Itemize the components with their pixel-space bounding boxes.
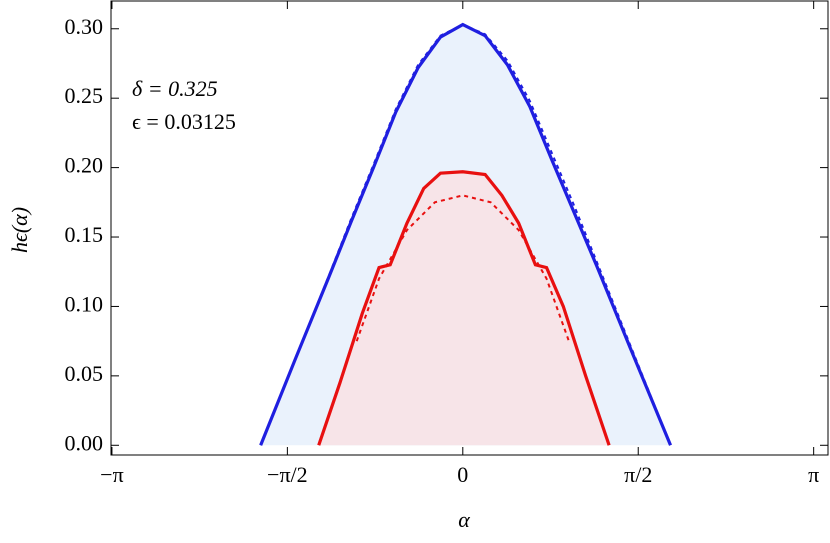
annotation: ϵ = 0.03125 <box>132 109 236 134</box>
y-tick-label: 0.10 <box>65 291 104 316</box>
plot: 0.00 0.05 0.10 0.15 0.20 0.25 0.30 −π −π/2 0 π/2 π <box>65 0 829 487</box>
x-tick-label: π/2 <box>624 462 652 487</box>
y-tick-label: 0.15 <box>65 222 104 247</box>
annotation: δ = 0.325 <box>132 76 218 101</box>
y-tick-label: 0.05 <box>65 361 104 386</box>
x-tick-label: π <box>808 462 819 487</box>
frame <box>110 0 829 456</box>
x-axis-label: α <box>458 507 470 532</box>
x-tick-label: −π/2 <box>267 462 308 487</box>
dashed-line <box>355 194 570 342</box>
x-tick-label: −π <box>100 462 124 487</box>
y-tick-label: 0.20 <box>65 153 104 178</box>
y-tick-label: 0.30 <box>65 14 104 39</box>
y-tick-label: 0.25 <box>65 83 104 108</box>
line <box>317 170 611 446</box>
y-axis-label: hϵ(α) <box>7 207 32 253</box>
area <box>318 171 610 446</box>
x-tick-label: 0 <box>457 462 468 487</box>
y-tick-label: 0.00 <box>65 430 104 455</box>
dashed-line <box>259 23 672 446</box>
